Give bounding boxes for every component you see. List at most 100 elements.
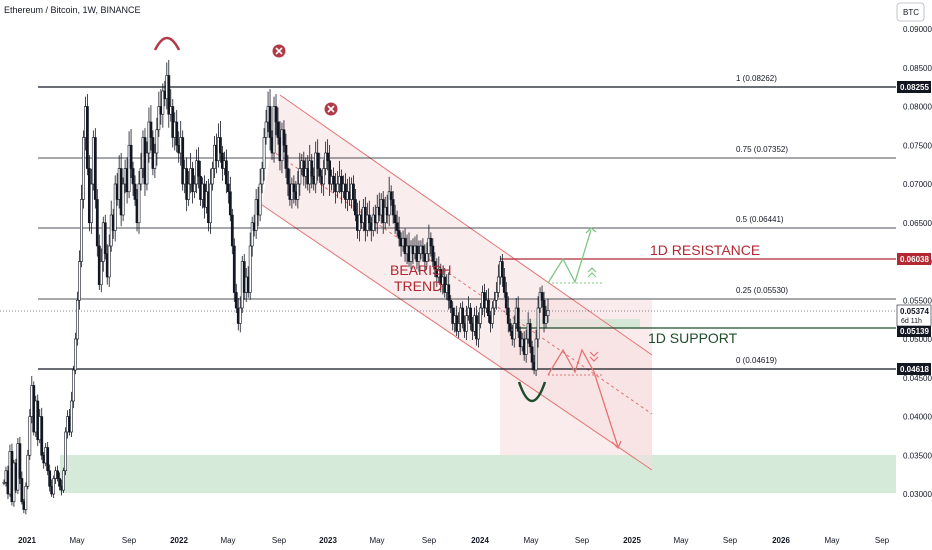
candle-body — [387, 191, 391, 216]
candle-body — [24, 485, 28, 510]
candle-body — [336, 183, 339, 193]
candle-body — [268, 106, 272, 138]
candle-body — [62, 470, 65, 491]
x-tick-label: 2025 — [623, 536, 641, 545]
candle-body — [540, 292, 544, 301]
candle-body — [504, 292, 508, 309]
candle-body — [95, 199, 99, 247]
price-tag-bottom-text: 0.04618 — [900, 365, 929, 374]
candle-body — [421, 245, 425, 255]
candle-body — [226, 183, 230, 193]
x-tick-label: 2024 — [471, 536, 489, 545]
candle-body — [145, 152, 149, 185]
candle-body — [516, 307, 520, 332]
channel-mid-line — [270, 149, 653, 415]
candle-body — [292, 183, 296, 193]
candle-body — [397, 230, 401, 239]
candle-body — [477, 323, 480, 340]
candle-body — [181, 137, 185, 185]
candle-body — [322, 168, 326, 185]
price-tag-bottom: 0.04618 — [897, 363, 931, 375]
candle-body — [536, 307, 540, 340]
candle-body — [542, 299, 546, 324]
candle-body — [228, 191, 232, 216]
candle-body — [262, 137, 266, 169]
candle-body — [433, 261, 437, 270]
candle-body — [232, 245, 236, 293]
price-tag-top-text: 0.08255 — [900, 83, 929, 92]
x-tick-label: May — [369, 536, 384, 545]
candle-body — [276, 121, 280, 138]
candle-body — [85, 106, 89, 169]
candle-body — [167, 75, 171, 115]
price-tag-current-text: 0.05374 — [900, 307, 929, 316]
candle-body — [70, 400, 73, 433]
candle-body — [155, 129, 159, 154]
candle-body — [193, 183, 196, 193]
fib-075-label: 0.75 (0.07352) — [736, 145, 788, 154]
price-tag-resistance: 0.06038 — [897, 253, 931, 265]
candle-body — [417, 253, 421, 262]
candle-body — [528, 323, 532, 348]
candle-body — [429, 237, 433, 247]
x-tick-label: Sep — [575, 536, 590, 545]
candle-body — [234, 292, 238, 309]
candle-body — [512, 323, 516, 340]
y-tick-label: 0.09000 — [903, 25, 932, 34]
channel-upper-line — [279, 94, 653, 356]
x-tick-label: 2022 — [170, 536, 188, 545]
bearish-projection-arrow — [547, 348, 622, 450]
x-tick-label: 2021 — [18, 536, 36, 545]
candle-body — [157, 106, 161, 131]
candle-body — [28, 416, 32, 456]
candle-body — [209, 183, 212, 224]
candle-body — [479, 307, 482, 324]
candle-body — [197, 160, 200, 177]
y-tick-label: 0.06500 — [903, 219, 932, 228]
bullish-projection-arrow — [547, 227, 604, 284]
x-tick-label: May — [824, 536, 839, 545]
time-axis[interactable] — [0, 531, 896, 550]
candle-body — [161, 90, 165, 115]
candle-body — [219, 137, 222, 154]
candle-body — [286, 168, 290, 185]
candle-body — [40, 416, 44, 456]
candle-body — [431, 245, 435, 262]
y-tick-label: 0.05500 — [903, 296, 932, 305]
candle-body — [457, 323, 461, 332]
y-tick-label: 0.04000 — [903, 413, 932, 422]
candle-body — [74, 338, 77, 371]
currency-badge[interactable]: BTC — [896, 2, 925, 22]
price-tag-support: 0.05139 — [897, 326, 931, 337]
candle-body — [175, 121, 179, 146]
channel-lower-line — [261, 204, 653, 471]
candle-body — [328, 160, 332, 185]
price-tag-countdown: 6d 11h — [901, 318, 922, 325]
candle-body — [544, 315, 548, 324]
candle-body — [93, 137, 97, 200]
candle-body — [282, 129, 286, 146]
candle-body — [18, 443, 22, 479]
candle-body — [187, 183, 191, 200]
candle-body — [137, 183, 141, 224]
candle-body — [129, 144, 133, 169]
candle-body — [76, 299, 79, 340]
candle-body — [425, 253, 429, 262]
candle-body — [367, 214, 371, 224]
candle-body — [258, 183, 262, 216]
y-tick-label: 0.03500 — [903, 451, 932, 460]
candle-body — [449, 299, 453, 309]
candle-body — [465, 315, 468, 332]
candle-body — [391, 199, 395, 216]
x-tick-label: 2026 — [772, 536, 790, 545]
green-demand-zone — [60, 455, 896, 493]
y-tick-label: 0.07000 — [903, 180, 932, 189]
candle-body — [248, 245, 252, 293]
candle-body — [506, 307, 510, 324]
x-tick-label: Sep — [875, 536, 890, 545]
y-tick-label: 0.05000 — [903, 335, 932, 344]
candle-body — [469, 307, 472, 324]
candle-body — [72, 369, 75, 402]
candle-body — [316, 152, 320, 169]
